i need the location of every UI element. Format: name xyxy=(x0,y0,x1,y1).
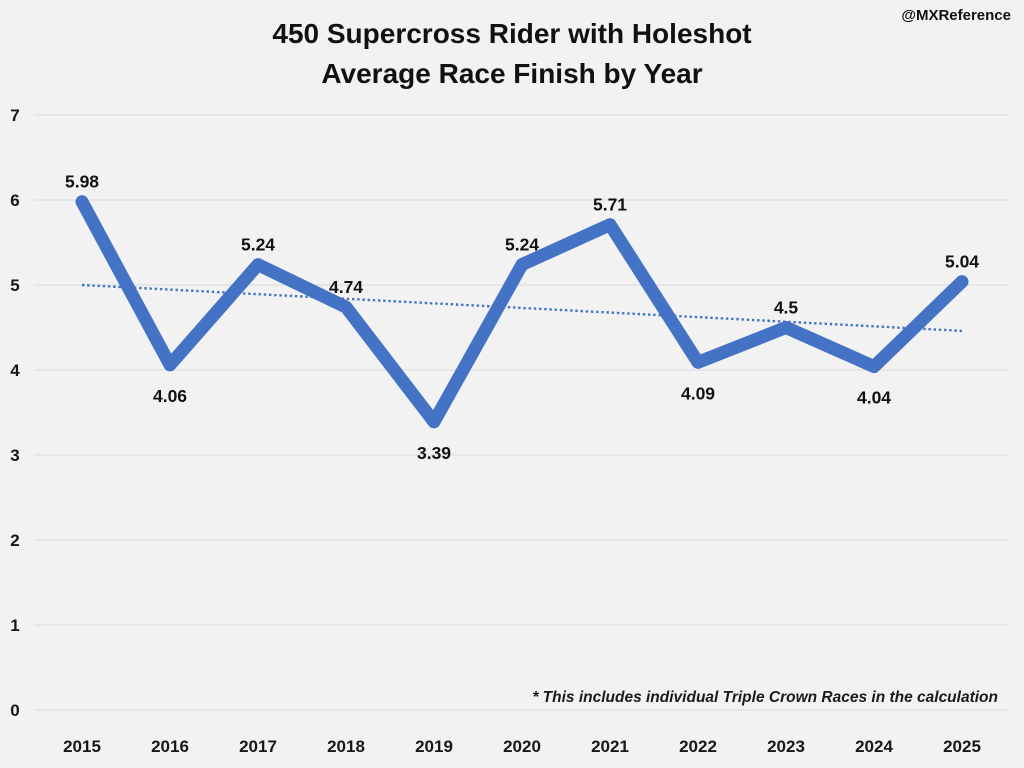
data-point-label: 4.09 xyxy=(681,383,715,403)
y-axis-tick-label: 7 xyxy=(10,106,19,125)
x-axis-tick-label: 2020 xyxy=(503,737,541,756)
series-line xyxy=(75,195,969,429)
y-axis-tick-label: 3 xyxy=(10,446,19,465)
y-axis-tick-label: 1 xyxy=(10,616,19,635)
x-axis-tick-label: 2023 xyxy=(767,737,805,756)
watermark-handle: @MXReference xyxy=(901,7,1011,24)
x-axis-tick-label: 2016 xyxy=(151,737,189,756)
y-axis-tick-label: 2 xyxy=(10,531,19,550)
x-axis-tick-label: 2018 xyxy=(327,737,365,756)
data-point-label: 5.71 xyxy=(593,195,627,215)
data-point-label: 5.24 xyxy=(241,235,275,255)
y-axis-tick-label: 4 xyxy=(10,361,20,380)
y-axis-tick-label: 6 xyxy=(10,191,19,210)
data-point-label: 4.06 xyxy=(153,386,187,406)
x-axis-tick-label: 2025 xyxy=(943,737,981,756)
x-axis-tick-label: 2015 xyxy=(63,737,101,756)
data-point-label: 4.74 xyxy=(329,277,363,297)
data-point-label: 4.04 xyxy=(857,388,891,408)
x-axis-tick-label: 2021 xyxy=(591,737,629,756)
data-point-label: 5.04 xyxy=(945,252,979,272)
chart-title: 450 Supercross Rider with Holeshot Avera… xyxy=(0,14,1024,94)
data-point-label: 4.5 xyxy=(774,298,799,318)
chart-title-line2: Average Race Finish by Year xyxy=(321,58,703,89)
data-point-label: 5.98 xyxy=(65,172,99,192)
x-axis-tick-label: 2017 xyxy=(239,737,277,756)
data-point-label: 5.24 xyxy=(505,235,539,255)
chart-title-line1: 450 Supercross Rider with Holeshot xyxy=(272,18,752,49)
x-axis-tick-label: 2022 xyxy=(679,737,717,756)
data-point-label: 3.39 xyxy=(417,443,451,463)
x-axis-tick-label: 2024 xyxy=(855,737,893,756)
y-axis-tick-label: 0 xyxy=(10,701,19,720)
footnote: * This includes individual Triple Crown … xyxy=(532,689,998,706)
x-axis-tick-label: 2019 xyxy=(415,737,453,756)
y-axis-tick-label: 5 xyxy=(10,276,19,295)
